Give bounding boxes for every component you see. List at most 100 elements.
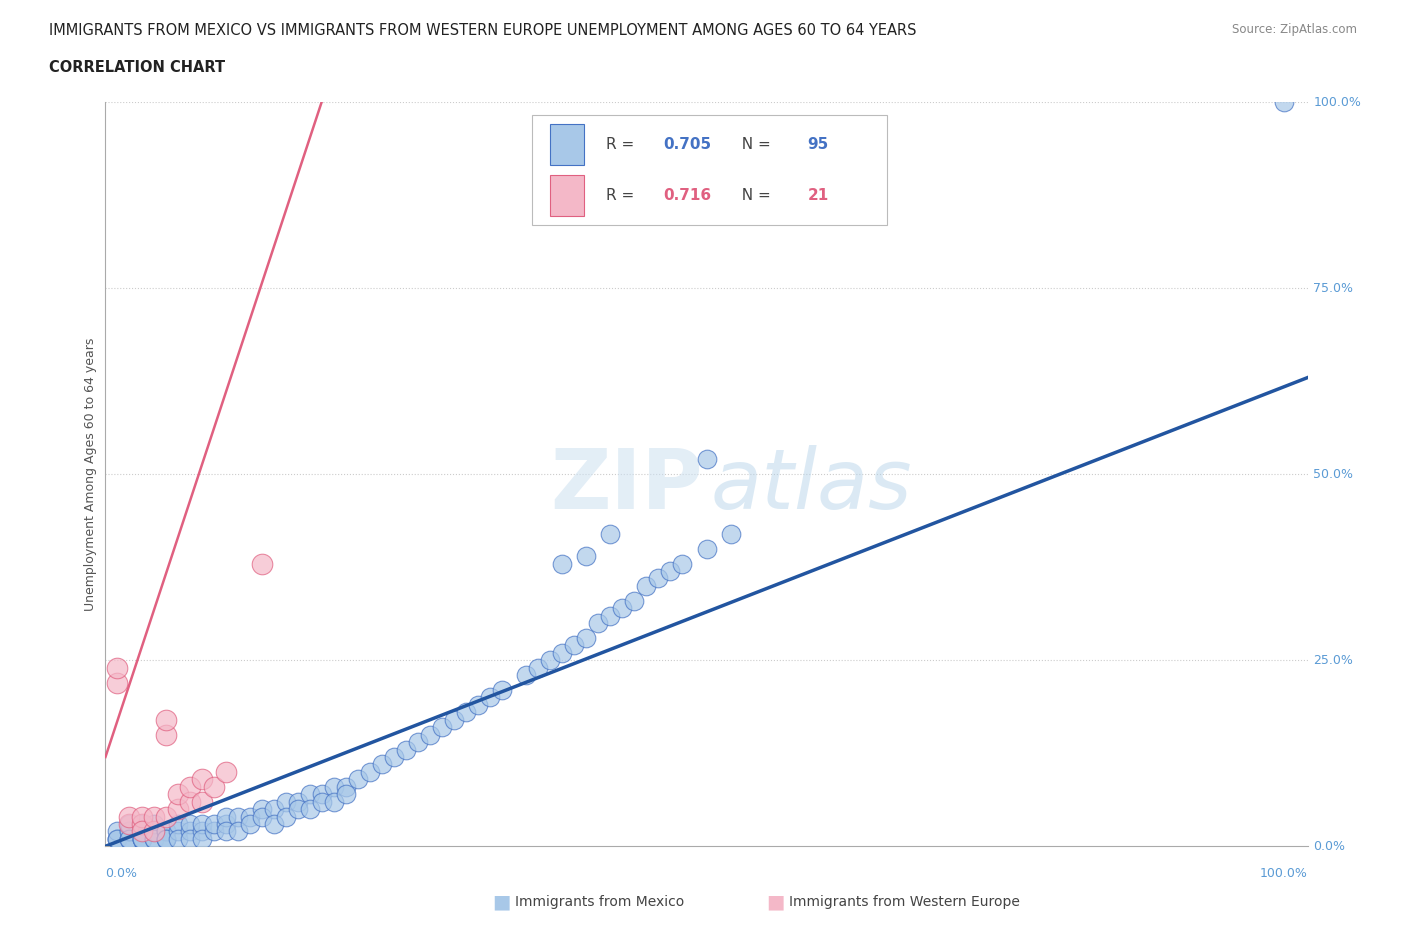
Text: 100.0%: 100.0% bbox=[1313, 96, 1361, 109]
Point bbox=[311, 794, 333, 809]
Point bbox=[226, 809, 249, 824]
Point bbox=[155, 824, 177, 839]
Point bbox=[239, 809, 262, 824]
Point bbox=[190, 824, 212, 839]
FancyBboxPatch shape bbox=[533, 115, 887, 225]
Text: 95: 95 bbox=[807, 138, 828, 153]
Point bbox=[263, 802, 285, 817]
Point bbox=[142, 824, 165, 839]
Point bbox=[612, 601, 634, 616]
Point bbox=[107, 831, 129, 846]
Bar bbox=[550, 125, 583, 166]
Point bbox=[214, 824, 236, 839]
Point bbox=[142, 824, 165, 839]
Point bbox=[322, 779, 344, 794]
Point bbox=[515, 668, 537, 683]
Point bbox=[179, 794, 201, 809]
Point bbox=[575, 631, 598, 645]
Point bbox=[107, 675, 129, 690]
Point bbox=[599, 526, 621, 541]
Point bbox=[311, 787, 333, 802]
Point bbox=[647, 571, 669, 586]
Point bbox=[395, 742, 418, 757]
Point bbox=[179, 831, 201, 846]
Text: 0.716: 0.716 bbox=[664, 188, 711, 203]
Text: ZIP: ZIP bbox=[550, 445, 703, 526]
Point bbox=[190, 831, 212, 846]
Point bbox=[214, 817, 236, 831]
Text: atlas: atlas bbox=[710, 445, 911, 526]
Text: N =: N = bbox=[731, 138, 775, 153]
Point bbox=[430, 720, 453, 735]
Point bbox=[131, 817, 153, 831]
Y-axis label: Unemployment Among Ages 60 to 64 years: Unemployment Among Ages 60 to 64 years bbox=[84, 338, 97, 611]
Point bbox=[190, 772, 212, 787]
Point bbox=[479, 690, 502, 705]
Point bbox=[131, 831, 153, 846]
Point bbox=[371, 757, 394, 772]
Point bbox=[131, 809, 153, 824]
Point bbox=[575, 549, 598, 564]
Point bbox=[214, 764, 236, 779]
Point bbox=[166, 802, 188, 817]
Point bbox=[562, 638, 585, 653]
Point bbox=[155, 824, 177, 839]
Point bbox=[491, 683, 513, 698]
Bar bbox=[550, 175, 583, 216]
Point bbox=[538, 653, 561, 668]
Text: R =: R = bbox=[606, 138, 638, 153]
Point bbox=[527, 660, 550, 675]
Point bbox=[287, 794, 309, 809]
Point bbox=[659, 564, 682, 578]
Point bbox=[131, 824, 153, 839]
Point bbox=[623, 593, 645, 608]
Point bbox=[179, 817, 201, 831]
Point bbox=[202, 779, 225, 794]
Point bbox=[107, 660, 129, 675]
Point bbox=[118, 824, 141, 839]
Point bbox=[588, 616, 610, 631]
Point bbox=[382, 750, 405, 764]
Point bbox=[335, 779, 357, 794]
Point bbox=[347, 772, 370, 787]
Point bbox=[155, 831, 177, 846]
Point bbox=[636, 578, 658, 593]
Text: 0.0%: 0.0% bbox=[1313, 840, 1346, 853]
Point bbox=[166, 824, 188, 839]
Point bbox=[250, 556, 273, 571]
Text: ■: ■ bbox=[766, 893, 785, 911]
Point bbox=[166, 787, 188, 802]
Text: ■: ■ bbox=[492, 893, 510, 911]
Text: 75.0%: 75.0% bbox=[1313, 282, 1353, 295]
Point bbox=[419, 727, 441, 742]
Point bbox=[166, 831, 188, 846]
Point bbox=[190, 794, 212, 809]
Point bbox=[226, 824, 249, 839]
Point bbox=[250, 802, 273, 817]
Point bbox=[202, 824, 225, 839]
Text: R =: R = bbox=[606, 188, 638, 203]
Point bbox=[202, 817, 225, 831]
Text: 50.0%: 50.0% bbox=[1313, 468, 1353, 481]
Point bbox=[179, 779, 201, 794]
Point bbox=[155, 727, 177, 742]
Point bbox=[671, 556, 693, 571]
Text: 0.0%: 0.0% bbox=[105, 867, 138, 880]
Point bbox=[274, 809, 297, 824]
Point bbox=[118, 817, 141, 831]
Point bbox=[551, 645, 574, 660]
Point bbox=[696, 452, 718, 467]
Text: IMMIGRANTS FROM MEXICO VS IMMIGRANTS FROM WESTERN EUROPE UNEMPLOYMENT AMONG AGES: IMMIGRANTS FROM MEXICO VS IMMIGRANTS FRO… bbox=[49, 23, 917, 38]
Point bbox=[142, 824, 165, 839]
Text: Immigrants from Mexico: Immigrants from Mexico bbox=[515, 895, 683, 910]
Point bbox=[107, 831, 129, 846]
Text: 25.0%: 25.0% bbox=[1313, 654, 1353, 667]
Point bbox=[131, 817, 153, 831]
Point bbox=[118, 817, 141, 831]
Point bbox=[131, 831, 153, 846]
Point bbox=[298, 787, 321, 802]
Point bbox=[118, 809, 141, 824]
Point bbox=[166, 817, 188, 831]
Text: 100.0%: 100.0% bbox=[1260, 867, 1308, 880]
Point bbox=[335, 787, 357, 802]
